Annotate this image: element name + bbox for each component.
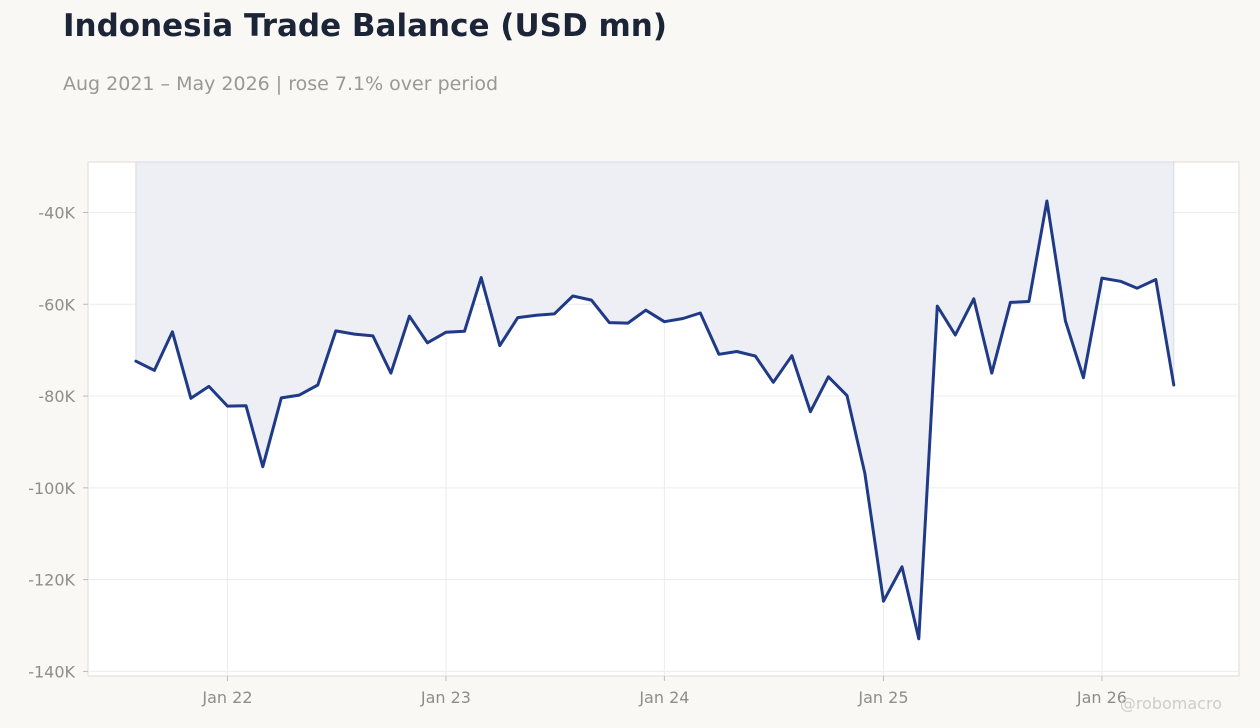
data-point <box>699 311 702 315</box>
data-point <box>134 360 138 363</box>
data-point <box>498 344 501 347</box>
data-point <box>261 465 264 468</box>
data-point <box>226 404 229 408</box>
chart-title: Indonesia Trade Balance (USD mn) <box>63 8 668 44</box>
data-point <box>444 331 448 334</box>
data-point <box>972 297 975 300</box>
data-point <box>936 304 939 308</box>
data-point <box>717 353 721 356</box>
data-point <box>1136 287 1139 290</box>
data-point <box>681 317 685 320</box>
data-point <box>189 397 193 400</box>
data-point <box>626 321 630 325</box>
x-tick-label: Jan 22 <box>201 688 252 707</box>
data-point <box>1082 376 1085 379</box>
data-point <box>863 472 867 475</box>
data-point <box>608 321 611 324</box>
data-point <box>207 385 211 388</box>
data-point <box>827 375 830 378</box>
data-point <box>171 330 174 333</box>
data-point <box>463 330 466 333</box>
chart-subtitle: Aug 2021 – May 2026 | rose 7.1% over per… <box>63 73 499 95</box>
data-point <box>1154 278 1158 281</box>
data-point <box>298 393 301 397</box>
data-point <box>1027 300 1031 303</box>
data-point <box>644 309 647 312</box>
x-tick-label: Jan 26 <box>1076 688 1127 707</box>
y-tick-label: -40K <box>38 203 75 222</box>
data-point <box>1100 276 1104 280</box>
data-point <box>1009 301 1012 304</box>
data-point <box>316 383 319 387</box>
data-point <box>1064 319 1067 322</box>
data-point <box>571 294 574 298</box>
data-point <box>809 410 812 413</box>
data-point <box>1045 199 1049 203</box>
data-point <box>790 354 794 357</box>
y-tick-label: -100K <box>28 479 75 498</box>
data-point <box>990 371 993 375</box>
data-point <box>900 565 904 568</box>
data-point <box>389 371 393 375</box>
data-point <box>663 320 666 323</box>
y-tick-label: -60K <box>38 295 75 314</box>
data-point <box>371 334 375 338</box>
x-tick-label: Jan 24 <box>638 688 689 707</box>
data-point <box>735 350 738 353</box>
series-line-layer <box>134 199 1176 641</box>
x-tick-label: Jan 25 <box>857 688 908 707</box>
data-point <box>590 298 593 302</box>
data-point <box>480 276 483 279</box>
data-point <box>553 312 556 316</box>
data-point <box>754 354 757 358</box>
axis-labels: -40K -60K -80K -100K -120K -140K Jan 22 Jan 23 J… <box>28 203 1127 707</box>
y-tick-label: -140K <box>28 662 75 681</box>
data-point <box>426 341 429 344</box>
data-point <box>1172 383 1176 387</box>
data-point <box>535 314 538 317</box>
series-line <box>134 199 1176 641</box>
x-tick-label: Jan 23 <box>420 688 471 707</box>
watermark: @robomacro <box>1119 694 1222 713</box>
data-point <box>153 369 156 372</box>
data-point <box>882 600 885 603</box>
data-point <box>917 637 920 640</box>
data-point <box>845 394 849 397</box>
data-point <box>408 315 411 318</box>
y-tick-label: -80K <box>38 387 75 406</box>
data-point <box>516 316 519 319</box>
data-point <box>353 332 356 336</box>
data-point <box>954 333 957 337</box>
data-point <box>1119 280 1122 283</box>
y-tick-label: -120K <box>28 571 75 590</box>
data-point <box>280 396 283 400</box>
data-point <box>334 329 337 333</box>
data-point <box>244 404 248 407</box>
data-point <box>772 381 775 384</box>
